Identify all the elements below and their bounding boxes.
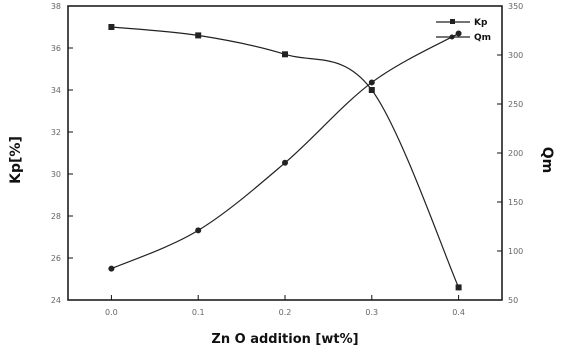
legend: Kp Qm [436, 18, 491, 43]
x-axis: 0.0 0.1 0.2 0.3 0.4 [105, 295, 465, 317]
y-left-tick-label: 36 [51, 44, 61, 53]
x-tick-label: 0.1 [192, 308, 205, 317]
x-tick-label: 0.2 [279, 308, 292, 317]
series-kp-point [195, 32, 202, 39]
y-right-tick-label: 50 [508, 296, 518, 305]
x-tick-label: 0.4 [452, 308, 465, 317]
legend-kp-marker [450, 19, 455, 24]
legend-qm-marker [449, 34, 455, 40]
y-right-tick-label: 250 [508, 100, 523, 109]
y-right-axis-title: Qm [539, 147, 555, 174]
x-axis-title: Zn O addition [wt%] [211, 332, 358, 347]
y-left-tick-label: 30 [51, 170, 61, 179]
series-qm-point [282, 159, 288, 166]
series-kp-point [282, 51, 288, 58]
x-tick-label: 0.0 [105, 308, 118, 317]
legend-kp-label: Kp [474, 18, 488, 28]
y-right-tick-label: 100 [508, 247, 523, 256]
x-tick-label: 0.3 [365, 308, 378, 317]
series-qm-line [111, 32, 459, 270]
y-left-tick-label: 26 [51, 254, 61, 263]
legend-qm-label: Qm [474, 33, 491, 43]
y-left-tick-label: 34 [51, 86, 61, 95]
series-kp-line [111, 26, 460, 288]
y-right-tick-label: 300 [508, 51, 523, 60]
series-qm-point [195, 227, 202, 234]
y-right-axis: 50 100 150 200 250 300 350 [497, 2, 523, 305]
plot-border [67, 5, 503, 301]
y-left-tick-label: 38 [51, 2, 61, 11]
series-qm-point [368, 79, 375, 86]
series-kp-point [368, 87, 375, 93]
series-qm-point [455, 30, 462, 37]
y-right-tick-label: 150 [508, 198, 523, 207]
y-left-axis: 24 26 28 30 32 34 36 38 [51, 2, 73, 305]
series-kp-point [455, 284, 462, 291]
y-left-tick-label: 32 [51, 128, 61, 137]
series-layer [108, 24, 462, 291]
y-left-tick-label: 24 [51, 296, 61, 305]
series-qm-point [108, 265, 115, 272]
y-left-tick-label: 28 [51, 212, 61, 221]
y-right-tick-label: 200 [508, 149, 523, 158]
series-kp-point [108, 24, 115, 30]
y-right-tick-label: 350 [508, 2, 523, 11]
plot-frame [67, 5, 503, 301]
y-left-axis-title: Kp[%] [8, 136, 24, 184]
